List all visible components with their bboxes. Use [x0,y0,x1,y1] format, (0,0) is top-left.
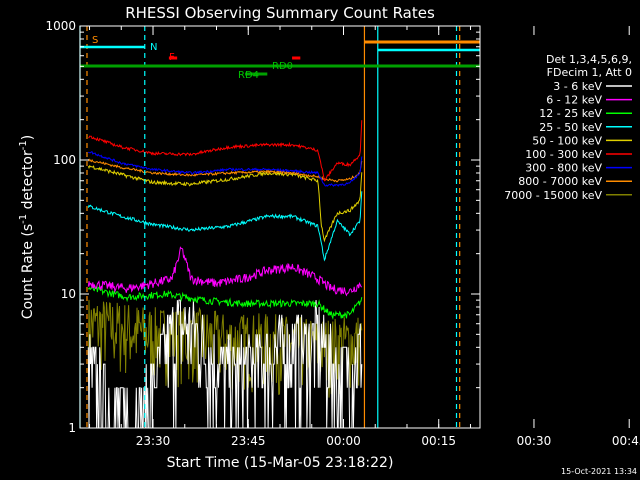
x-tick-label: 00:15 [421,434,456,448]
series-line-3 [87,191,363,262]
legend: Det 1,3,4,5,6,9,FDecim 1, Att 03 - 6 keV… [504,53,632,202]
flag-label-n: N [150,42,157,53]
series-line-1 [87,246,363,297]
y-tick-label: 10 [61,287,76,301]
series-line-6 [88,151,363,187]
y-label-sup-2: -1 [18,140,29,150]
legend-entry-label: 25 - 50 keV [539,121,602,134]
series-line-2 [87,284,363,320]
series-line-4 [87,164,363,243]
legend-header-line: FDecim 1, Att 0 [547,66,632,79]
legend-header-line: Det 1,3,4,5,6,9, [546,53,632,66]
legend-entry-label: 12 - 25 keV [539,107,602,120]
x-tick-label: 23:45 [231,434,266,448]
y-tick-label: 100 [53,153,76,167]
axis-layer: 23:30 23:45 00:00 00:15 00:30 00:45 1 10 100 1000 [45,19,640,448]
y-label-part-1: Count Rate (s [20,224,36,319]
series-line-5 [88,120,363,182]
x-tick-label: 23:30 [136,434,171,448]
series-line-8 [87,299,363,398]
series-layer [87,120,363,429]
legend-entry-label: 6 - 12 keV [546,94,602,107]
y-tick-label: 1 [68,421,76,435]
y-label-sup-1: -1 [18,214,29,224]
x-axis-label: Start Time (15-Mar-05 23:18:22) [167,455,394,471]
legend-entry-label: 300 - 800 keV [525,162,602,175]
flag-label-rd4: RD4 [238,70,259,81]
legend-entry-label: 7000 - 15000 keV [504,189,602,202]
y-axis-label: Count Rate (s-1 detector-1) [18,135,36,319]
x-tick-label: 00:30 [517,434,552,448]
flag-label-f: F [169,52,175,63]
generation-timestamp: 15-Oct-2021 13:34 [561,467,637,476]
chart-title: RHESSI Observing Summary Count Rates [125,4,435,22]
series-line-7 [87,158,363,183]
legend-entry-label: 3 - 6 keV [553,80,602,93]
legend-entry-label: 50 - 100 keV [532,134,602,147]
x-tick-label: 00:00 [326,434,361,448]
flag-label-s: S [92,35,98,46]
legend-entry-label: 100 - 300 keV [525,148,602,161]
y-label-part-2: detector [20,150,36,214]
legend-entry-label: 800 - 7000 keV [518,175,602,188]
y-tick-label: 1000 [45,19,76,33]
flag-label-rd0: RD0 [272,61,293,72]
y-label-part-3: ) [20,135,36,140]
x-tick-label: 00:45 [612,434,640,448]
